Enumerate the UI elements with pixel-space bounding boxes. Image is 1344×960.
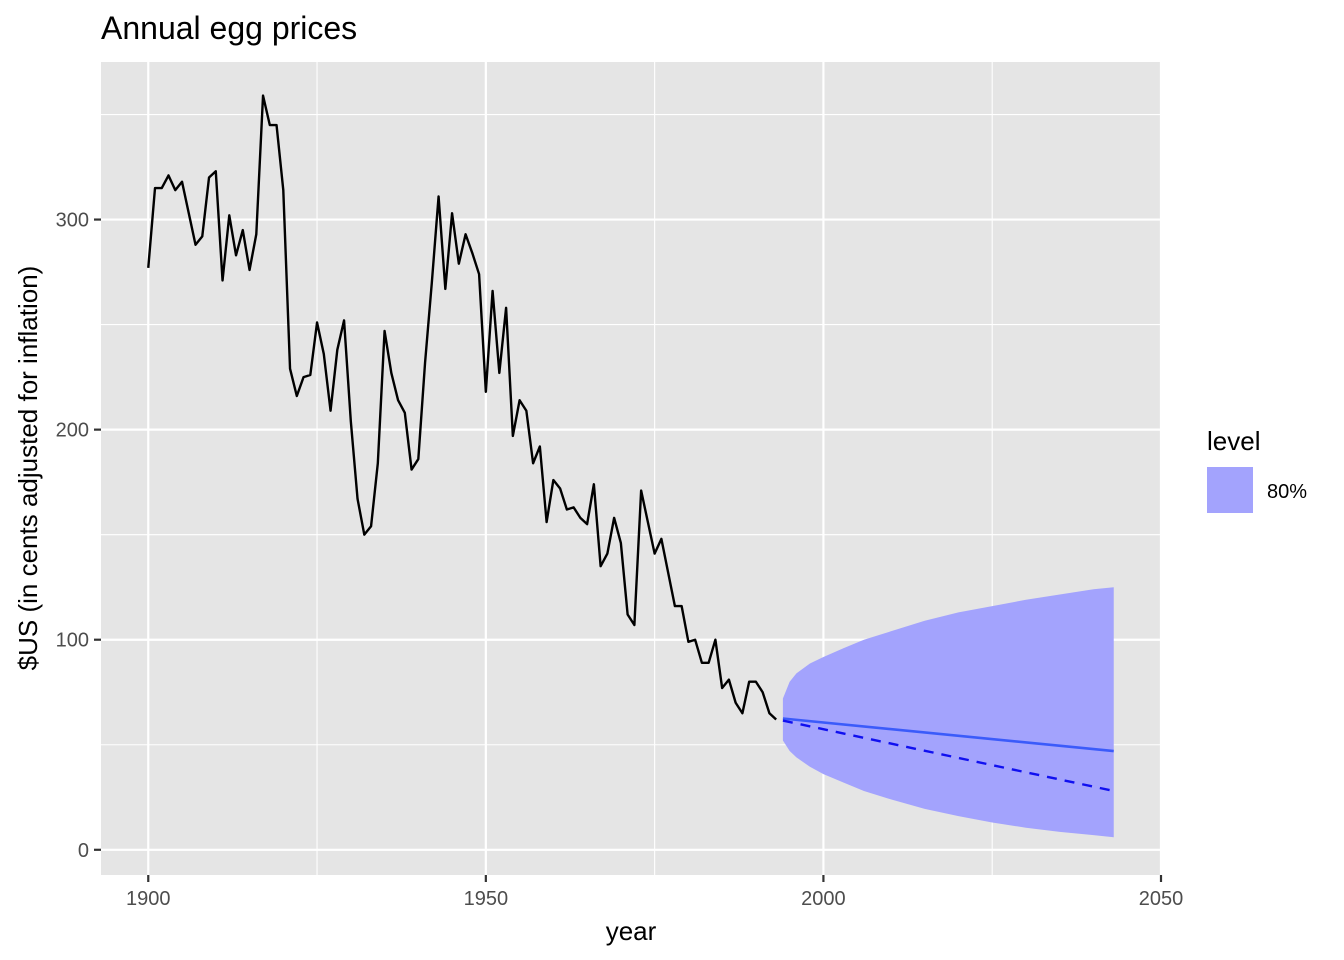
- legend: level 80%: [1207, 426, 1307, 513]
- line-layer: [147, 94, 1114, 793]
- y-axis-title: $US (in cents adjusted for inflation): [13, 266, 43, 671]
- x-tick-labels: 1900 1950 2000 2050: [126, 888, 1183, 910]
- grid-minor: [101, 62, 1161, 875]
- y-tick-label-0: 0: [78, 840, 89, 862]
- forecast-interval-80: [782, 587, 1114, 838]
- axis-ticks: [94, 218, 1163, 882]
- x-tick-label-2050: 2050: [1139, 888, 1184, 910]
- forecast-interval-layer: [782, 587, 1114, 838]
- x-tick-label-1950: 1950: [464, 888, 509, 910]
- forecast-median-line: [782, 719, 1114, 793]
- x-tick-label-1900: 1900: [126, 888, 171, 910]
- legend-label-80: 80%: [1267, 481, 1307, 503]
- y-tick-label-200: 200: [56, 420, 89, 442]
- y-tick-label-100: 100: [56, 630, 89, 652]
- legend-title: level: [1207, 426, 1260, 456]
- forecast-mean-line: [782, 717, 1114, 753]
- y-tick-label-300: 300: [56, 210, 89, 232]
- history-line: [147, 94, 777, 721]
- chart-title: Annual egg prices: [101, 10, 357, 46]
- x-axis-title: year: [606, 916, 657, 946]
- y-tick-labels: 0 100 200 300: [56, 210, 89, 862]
- x-tick-label-2000: 2000: [801, 888, 846, 910]
- legend-key-80: [1207, 467, 1253, 513]
